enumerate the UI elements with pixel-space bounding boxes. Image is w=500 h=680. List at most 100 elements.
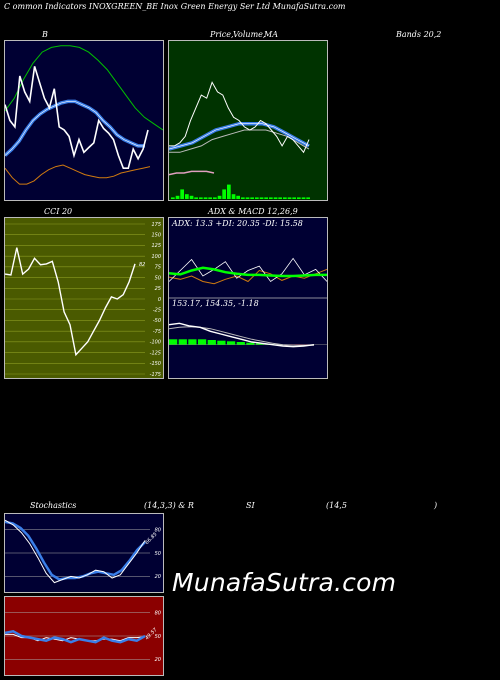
macd-histogram-bar [236,342,245,345]
volume-bar [189,195,194,199]
osc-line-1 [5,519,146,584]
macd-values: 153.17, 154.35, -1.18 [172,299,259,308]
volume-bar [208,197,212,199]
volume-bar [269,197,273,199]
cci-tick-label: -100 [150,340,161,346]
ma2-line [169,129,310,153]
cci-tick-label: 150 [151,233,161,239]
volume-bar [245,197,250,199]
macd-histogram-bar [217,340,226,345]
volume-bar [306,197,310,199]
volume-bar [283,197,287,199]
cci-line [5,247,136,357]
bollinger-chart [5,45,163,185]
rsi-params: (14,5 [326,501,347,510]
lower-band-line [5,164,151,185]
macd-histogram-bar [178,339,187,345]
volume-bar [194,197,198,199]
volume-bar [236,195,240,199]
volume-bar [175,195,180,199]
adx-macd-chart [169,257,327,348]
cci-label: CCI 20 [44,207,73,216]
osc-tick-label: 80 [155,527,161,533]
volume-bar [255,197,259,199]
minus-di-line [169,268,327,285]
watermark: MunafaSutra.com [172,568,397,597]
osc-line-2 [5,520,146,581]
price-volume-chart [169,81,310,199]
volume-bar [203,197,208,199]
volume-bar [180,189,184,199]
cci-tick-label: -50 [153,318,161,324]
stochastics-chart: 80 50 20 66.85 [5,519,161,584]
cci-tick-label: 0 [158,297,161,303]
adx-values: ADX: 13.3 +DI: 20.35 -DI: 15.58 [172,219,303,228]
macd-histogram-bar [207,340,216,345]
volume-bar [222,189,226,199]
osc-tick-label: 50 [155,634,161,640]
volume-bar [227,184,231,199]
price-line [5,66,149,169]
cci-tick-label: -125 [150,350,161,356]
cci-tick-label: -175 [150,372,161,378]
ma-label: MA [264,30,278,39]
osc-value-label: 66.85 [144,532,158,546]
volume-bar [301,197,306,199]
cci-value-label: 82 [139,262,145,268]
cci-tick-label: -150 [150,361,161,367]
bands-label: Bands 20,2 [396,30,442,39]
bollinger-label: B [42,30,48,39]
ma-line-core [169,123,310,150]
volume-bar [241,197,245,199]
macd-histogram-bar [188,339,197,345]
stoch-label: Stochastics [30,501,77,510]
plus-di-line [169,257,327,283]
adx-line [169,266,327,278]
osc-tick-label: 20 [155,657,161,663]
volume-bar [250,197,254,199]
osc-line-1 [5,629,146,644]
macd-line [169,322,315,348]
volume-bar [185,194,189,199]
cci-tick-label: 175 [151,222,161,228]
middle-band-core [5,101,145,156]
paren-label: ) [434,501,438,510]
bollinger-panel [4,40,164,201]
cci-panel: 175 150 125 100 75 50 25 0 -25 -50 -75 -100 -125 -150… [4,217,164,379]
volume-bar [287,197,292,199]
cci-chart: 175 150 125 100 75 50 25 0 -25 -50 -75 -100 -125 -150… [5,222,161,378]
cci-tick-label: 50 [155,275,161,281]
cci-tick-label: -75 [153,329,161,335]
macd-histogram-bar [198,339,207,345]
cci-tick-label: 25 [155,286,161,292]
ma3-line [169,170,215,176]
adx-macd-panel [168,217,328,379]
stochastics-panel: 80 50 20 66.85 [4,513,164,593]
volume-bar [171,197,175,199]
price-volume-panel [168,40,328,201]
volume-bar [264,197,268,199]
macd-histogram-bar [256,343,265,345]
volume-bar [292,197,296,199]
volume-bar [273,197,278,199]
volume-bar [199,197,203,199]
cci-tick-label: 100 [151,254,161,260]
cci-tick-label: 125 [151,243,161,249]
rsi-panel: 80 50 20 49.57 [4,596,164,676]
macd-histogram-bar [169,339,178,345]
si-label: SI [246,501,255,510]
macd-histogram-bar [227,341,236,345]
macd-histogram-bar [246,342,255,345]
stoch-params: (14,3,3) & R [144,501,194,510]
page-title: C ommon Indicators INOXGREEN_BE Inox Gre… [4,2,346,11]
cci-tick-label: 75 [155,265,161,271]
volume-bar [297,197,301,199]
volume-bar [278,197,282,199]
volume-bar [217,195,222,199]
volume-bar [259,197,264,199]
cci-tick-label: -25 [153,308,161,314]
price-line [169,81,310,154]
osc-tick-label: 20 [155,574,161,580]
volume-bar [231,194,236,199]
